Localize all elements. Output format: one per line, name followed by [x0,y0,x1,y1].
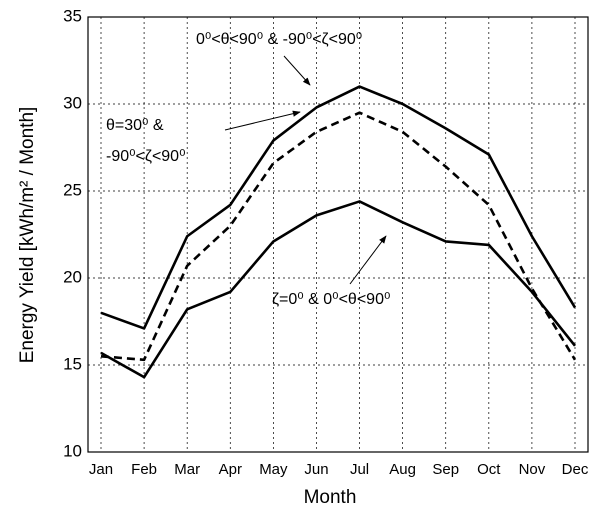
x-tick-label: Jan [89,461,113,478]
x-tick-label: Dec [562,461,589,478]
y-tick-label: 15 [63,354,82,373]
y-tick-label: 30 [63,93,82,112]
arrow [283,55,311,86]
y-tick-label: 20 [63,267,82,286]
series-line [100,200,577,379]
y-tick-label: 10 [63,441,82,460]
series-line [100,111,577,362]
x-tick-label: May [259,461,288,478]
arrow [224,110,301,131]
y-tick-label: 35 [63,6,82,25]
y-tick-label: 25 [63,180,82,199]
x-tick-label: Oct [477,461,501,478]
series-line [100,85,577,330]
x-tick-label: Aug [389,461,416,478]
x-tick-label: Jun [304,461,328,478]
y-axis-label: Energy Yield [kWh/m² / Month] [17,107,38,364]
x-tick-label: Jul [350,461,369,478]
annotation: θ=30⁰ & [106,117,164,134]
x-tick-label: Apr [219,461,242,478]
x-tick-label: Nov [519,461,546,478]
annotation: ζ=0⁰ & 0⁰<θ<90⁰ [272,291,390,308]
x-tick-label: Mar [174,461,200,478]
x-tick-label: Sep [432,461,459,478]
plot-frame [87,16,589,453]
arrow [349,235,387,285]
x-axis-label: Month [304,487,357,508]
annotation: -90⁰<ζ<90⁰ [106,148,186,165]
x-tick-label: Feb [131,461,157,478]
annotation: 0⁰<θ<90⁰ & -90⁰<ζ<90⁰ [196,31,362,48]
